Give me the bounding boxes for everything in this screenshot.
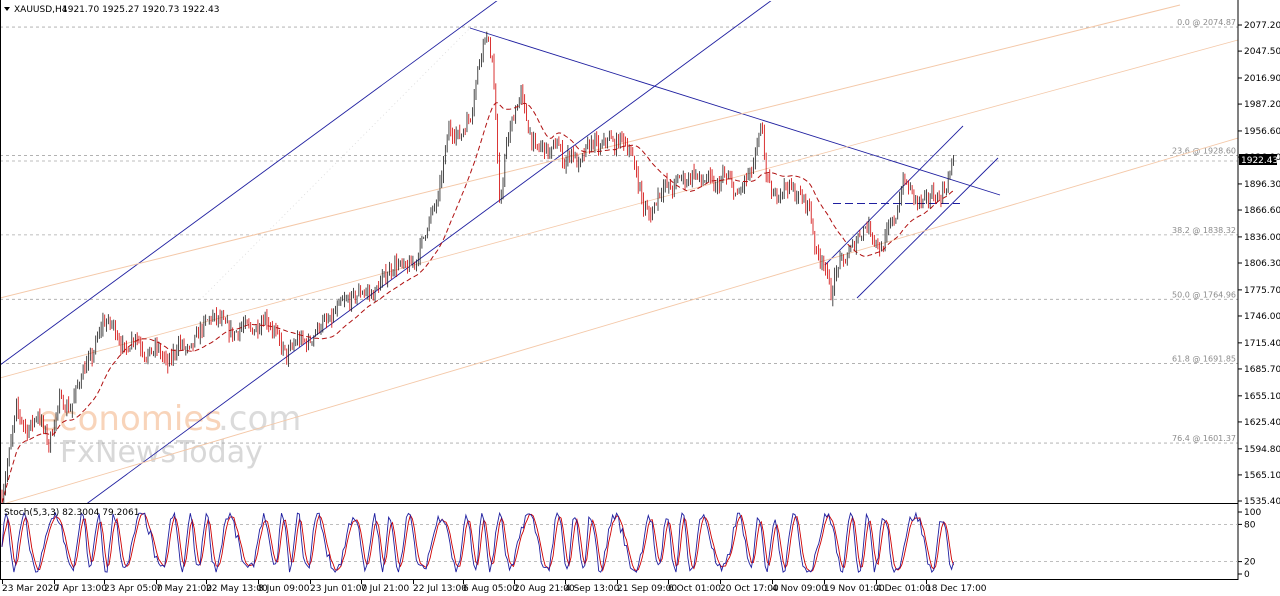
fib-fan-line-1 <box>1 4 1181 299</box>
watermark-dotcom: .com <box>218 399 301 439</box>
price-tick-label: 2016.90 <box>1244 74 1280 84</box>
price-tick-label: 1746.00 <box>1244 312 1280 322</box>
price-tick-label: 1896.30 <box>1244 180 1280 190</box>
time-tick-label: 23 Mar 2020 <box>2 584 59 594</box>
moving-average <box>1 102 954 503</box>
stoch-tick-label: 100 <box>1244 508 1261 518</box>
time-tick-label: 7 Jul 21:00 <box>361 584 410 594</box>
fib-fan-line-3 <box>1 39 1238 379</box>
small-channel-lower-line <box>856 157 999 299</box>
price-tick-label: 1594.80 <box>1244 445 1280 455</box>
watermark-economies: economies <box>38 399 222 439</box>
time-tick-label: 18 Dec 17:00 <box>926 584 987 594</box>
ohlc-label: 1921.70 1925.27 1920.73 1922.43 <box>62 5 219 15</box>
price-tick-label: 1655.10 <box>1244 392 1280 402</box>
time-tick-label: 7 May 21:00 <box>156 584 212 594</box>
current-price-tag: 1922.43 <box>1239 154 1278 166</box>
time-tick-label: 7 Apr 13:00 <box>54 584 107 594</box>
fib-level-label: 50.0 @ 1764.96 <box>1172 290 1236 299</box>
stoch-signal-line <box>1 513 955 573</box>
fibonacci-levels: 0.0 @ 2074.87 23.6 @ 1928.60 38.2 @ 1838.3… <box>1 18 1238 444</box>
moving-average-line <box>1 102 954 503</box>
price-tick-label: 1535.40 <box>1244 497 1280 507</box>
small-channel-upper-line <box>824 125 964 266</box>
time-tick-label: 23 Apr 05:00 <box>104 584 163 594</box>
price-tick-label: 1715.40 <box>1244 339 1280 349</box>
time-tick-label: 6 Aug 05:00 <box>463 584 518 594</box>
price-tick-label: 2047.50 <box>1244 47 1280 57</box>
stoch-tick-label: 0 <box>1244 570 1250 580</box>
price-tick-label: 2077.20 <box>1244 21 1280 31</box>
channel-upper-line <box>1 1 498 365</box>
stoch-label: Stoch(5,3,3) 82.3004 79.2061 <box>4 508 139 518</box>
stoch-tick-label: 20 <box>1244 558 1256 568</box>
fib-level-label: 61.8 @ 1691.85 <box>1172 355 1236 364</box>
price-tick-label: 1866.60 <box>1244 206 1280 216</box>
candles <box>1 31 954 503</box>
time-tick-label: 4 Sep 13:00 <box>565 584 620 594</box>
stochastic-oscillator <box>1 511 1238 574</box>
price-tick-label: 1987.20 <box>1244 100 1280 110</box>
price-tick-label: 1625.40 <box>1244 418 1280 428</box>
trend-lines <box>1 1 1238 503</box>
time-tick-label: 6 Oct 01:00 <box>668 584 721 594</box>
chart-header: XAUUSD,H4 1921.70 1925.27 1920.73 1922.4… <box>4 5 219 15</box>
collapse-triangle-icon[interactable] <box>4 7 10 11</box>
channel-lower-line <box>86 1 772 503</box>
time-tick-label: 20 Oct 17:00 <box>720 584 779 594</box>
watermark-fxnewstoday: FxNewsToday <box>60 435 263 470</box>
time-tick-label: 19 Nov 01:00 <box>824 584 885 594</box>
descending-trendline <box>469 27 1001 196</box>
price-tick-label: 1685.70 <box>1244 365 1280 375</box>
price-tick-label: 1775.70 <box>1244 286 1280 296</box>
price-axis: 2077.202047.502016.901987.201956.601926.… <box>1238 21 1280 507</box>
time-tick-label: 4 Dec 01:00 <box>876 584 931 594</box>
time-tick-label: 8 Jun 09:00 <box>258 584 310 594</box>
time-tick-label: 23 Jun 01:00 <box>310 584 367 594</box>
stoch-tick-label: 80 <box>1244 520 1256 530</box>
current-price-label: 1922.43 <box>1241 156 1278 166</box>
fib-level-label: 38.2 @ 1838.32 <box>1172 226 1236 235</box>
stoch-main-line <box>1 511 955 574</box>
price-tick-label: 1565.10 <box>1244 471 1280 481</box>
time-tick-label: 22 Jul 13:00 <box>413 584 467 594</box>
symbol-label: XAUUSD,H4 <box>14 5 68 15</box>
time-tick-label: 22 May 13:00 <box>206 584 268 594</box>
watermark: economies .com FxNewsToday <box>38 399 301 470</box>
price-tick-label: 1956.60 <box>1244 127 1280 137</box>
fib-level-label: 23.6 @ 1928.60 <box>1172 147 1236 156</box>
time-tick-label: 21 Sep 09:00 <box>617 584 677 594</box>
time-tick-label: 20 Aug 21:00 <box>514 584 575 594</box>
time-tick-label: 4 Nov 09:00 <box>772 584 827 594</box>
fib-level-label: 76.4 @ 1601.37 <box>1172 434 1236 443</box>
price-tick-label: 1806.30 <box>1244 259 1280 269</box>
fib-level-label: 0.0 @ 2074.87 <box>1177 18 1236 27</box>
fib-fan-line-2 <box>5 137 1238 503</box>
price-tick-label: 1836.00 <box>1244 233 1280 243</box>
stoch-axis: 100 80 20 0 <box>1238 508 1261 580</box>
